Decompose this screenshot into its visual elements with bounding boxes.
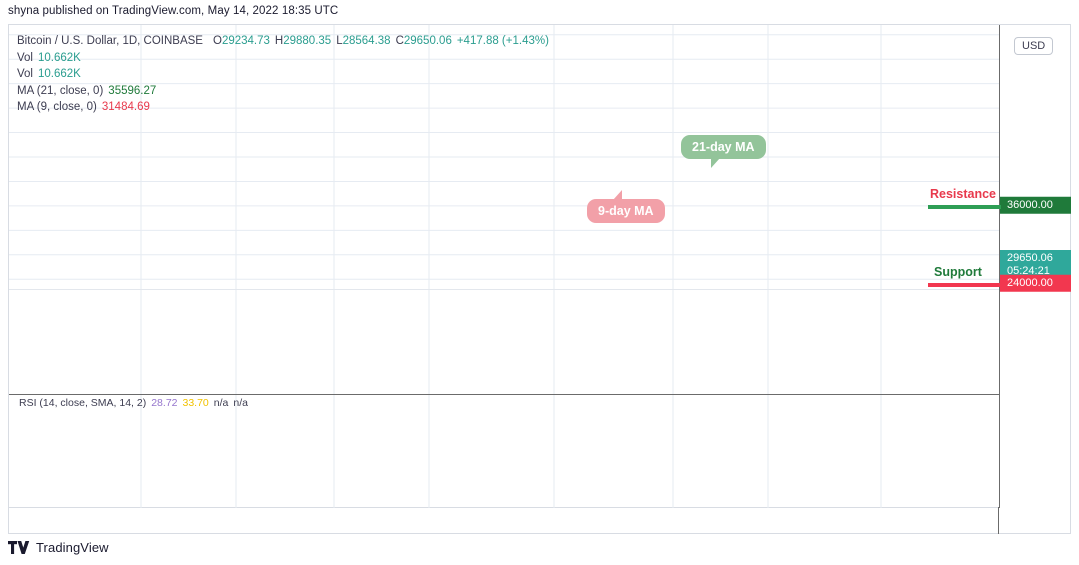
legend-ma21-name: MA (21, close, 0) (17, 84, 104, 97)
countdown-value: 05:24:21 (1007, 265, 1050, 277)
rsi-legend-sma-value: 33.70 (182, 397, 209, 409)
legend-low-value: 28564.38 (342, 35, 391, 47)
legend-high-value: 29880.35 (283, 35, 332, 47)
ma21-price-badge: 36000.00 (1000, 196, 1071, 214)
chart-legend: Bitcoin / U.S. Dollar, 1D, COINBASE O2923… (17, 33, 549, 116)
legend-ma9-name: MA (9, close, 0) (17, 101, 97, 113)
legend-close-label: C (395, 35, 404, 47)
rsi-legend-value: 28.72 (151, 397, 178, 409)
resistance-line (928, 205, 1001, 209)
annotation-9-day-ma[interactable]: 9-day MA (587, 190, 665, 223)
price-axis[interactable]: 36000.00 29650.06 05:24:21 24000.00 USD (999, 25, 1071, 508)
published-byline: shyna published on TradingView.com, May … (8, 5, 339, 17)
legend-vol1-value: 10.662K (38, 51, 81, 64)
legend-vol2-name: Vol (17, 68, 33, 80)
rsi-legend: RSI (14, close, SMA, 14, 2) 28.72 33.70 n/a… (19, 397, 248, 409)
rsi-legend-na2: n/a (233, 397, 248, 409)
legend-row-vol1: Vol 10.662K (17, 50, 549, 67)
rsi-pane[interactable]: RSI (14, close, SMA, 14, 2) 28.72 33.70 n/a… (9, 394, 999, 508)
legend-ma9-value: 31484.69 (101, 101, 150, 113)
ma9-price-badge: 24000.00 (1000, 274, 1071, 292)
rsi-legend-name: RSI (14, close, SMA, 14, 2) (19, 397, 147, 409)
rsi-legend-na1: n/a (213, 397, 229, 409)
callout-tail (613, 190, 622, 200)
resistance-label: Resistance (930, 187, 997, 201)
legend-open-label: O (212, 35, 222, 47)
price-plot (9, 25, 999, 289)
legend-row-ma9: MA (9, close, 0) 31484.69 (17, 99, 549, 116)
tradingview-wordmark: TradingView (36, 540, 109, 555)
price-pane[interactable] (9, 25, 999, 289)
legend-open-value: 29234.73 (221, 35, 270, 47)
chart-frame: Bitcoin / U.S. Dollar, 1D, COINBASE O2923… (8, 24, 1071, 508)
volume-plot (140, 290, 882, 394)
support-label: Support (934, 265, 982, 279)
legend-ma21-value: 35596.27 (108, 84, 157, 97)
annotation-21-day-ma-label: 21-day MA (692, 140, 755, 154)
currency-badge[interactable]: USD (1014, 37, 1054, 55)
legend-low-label: L (336, 35, 343, 47)
legend-high-label: H (274, 35, 284, 47)
footer-brand: TradingView (8, 540, 109, 555)
legend-vol2-value: 10.662K (38, 68, 81, 80)
legend-row-ma21: MA (21, close, 0) 35596.27 (17, 83, 549, 100)
legend-vol1-name: Vol (17, 51, 33, 64)
legend-row-symbol: Bitcoin / U.S. Dollar, 1D, COINBASE O2923… (17, 33, 549, 50)
last-price-value: 29650.06 (1007, 252, 1053, 264)
support-line (928, 283, 1001, 287)
legend-row-vol2: Vol 10.662K (17, 66, 549, 83)
tradingview-logo-icon (8, 541, 30, 554)
legend-close-value: 29650.06 (403, 35, 452, 47)
legend-symbol: Bitcoin / U.S. Dollar, 1D, COINBASE (17, 35, 203, 47)
legend-change: +417.88 (+1.43%) (456, 35, 549, 47)
volume-pane[interactable] (9, 289, 999, 394)
rsi-plot (140, 395, 882, 508)
time-axis[interactable] (8, 507, 1071, 534)
annotation-21-day-ma[interactable]: 21-day MA (681, 135, 766, 168)
callout-tail (711, 158, 720, 168)
time-axis-divider (998, 507, 999, 534)
annotation-9-day-ma-label: 9-day MA (598, 204, 654, 218)
